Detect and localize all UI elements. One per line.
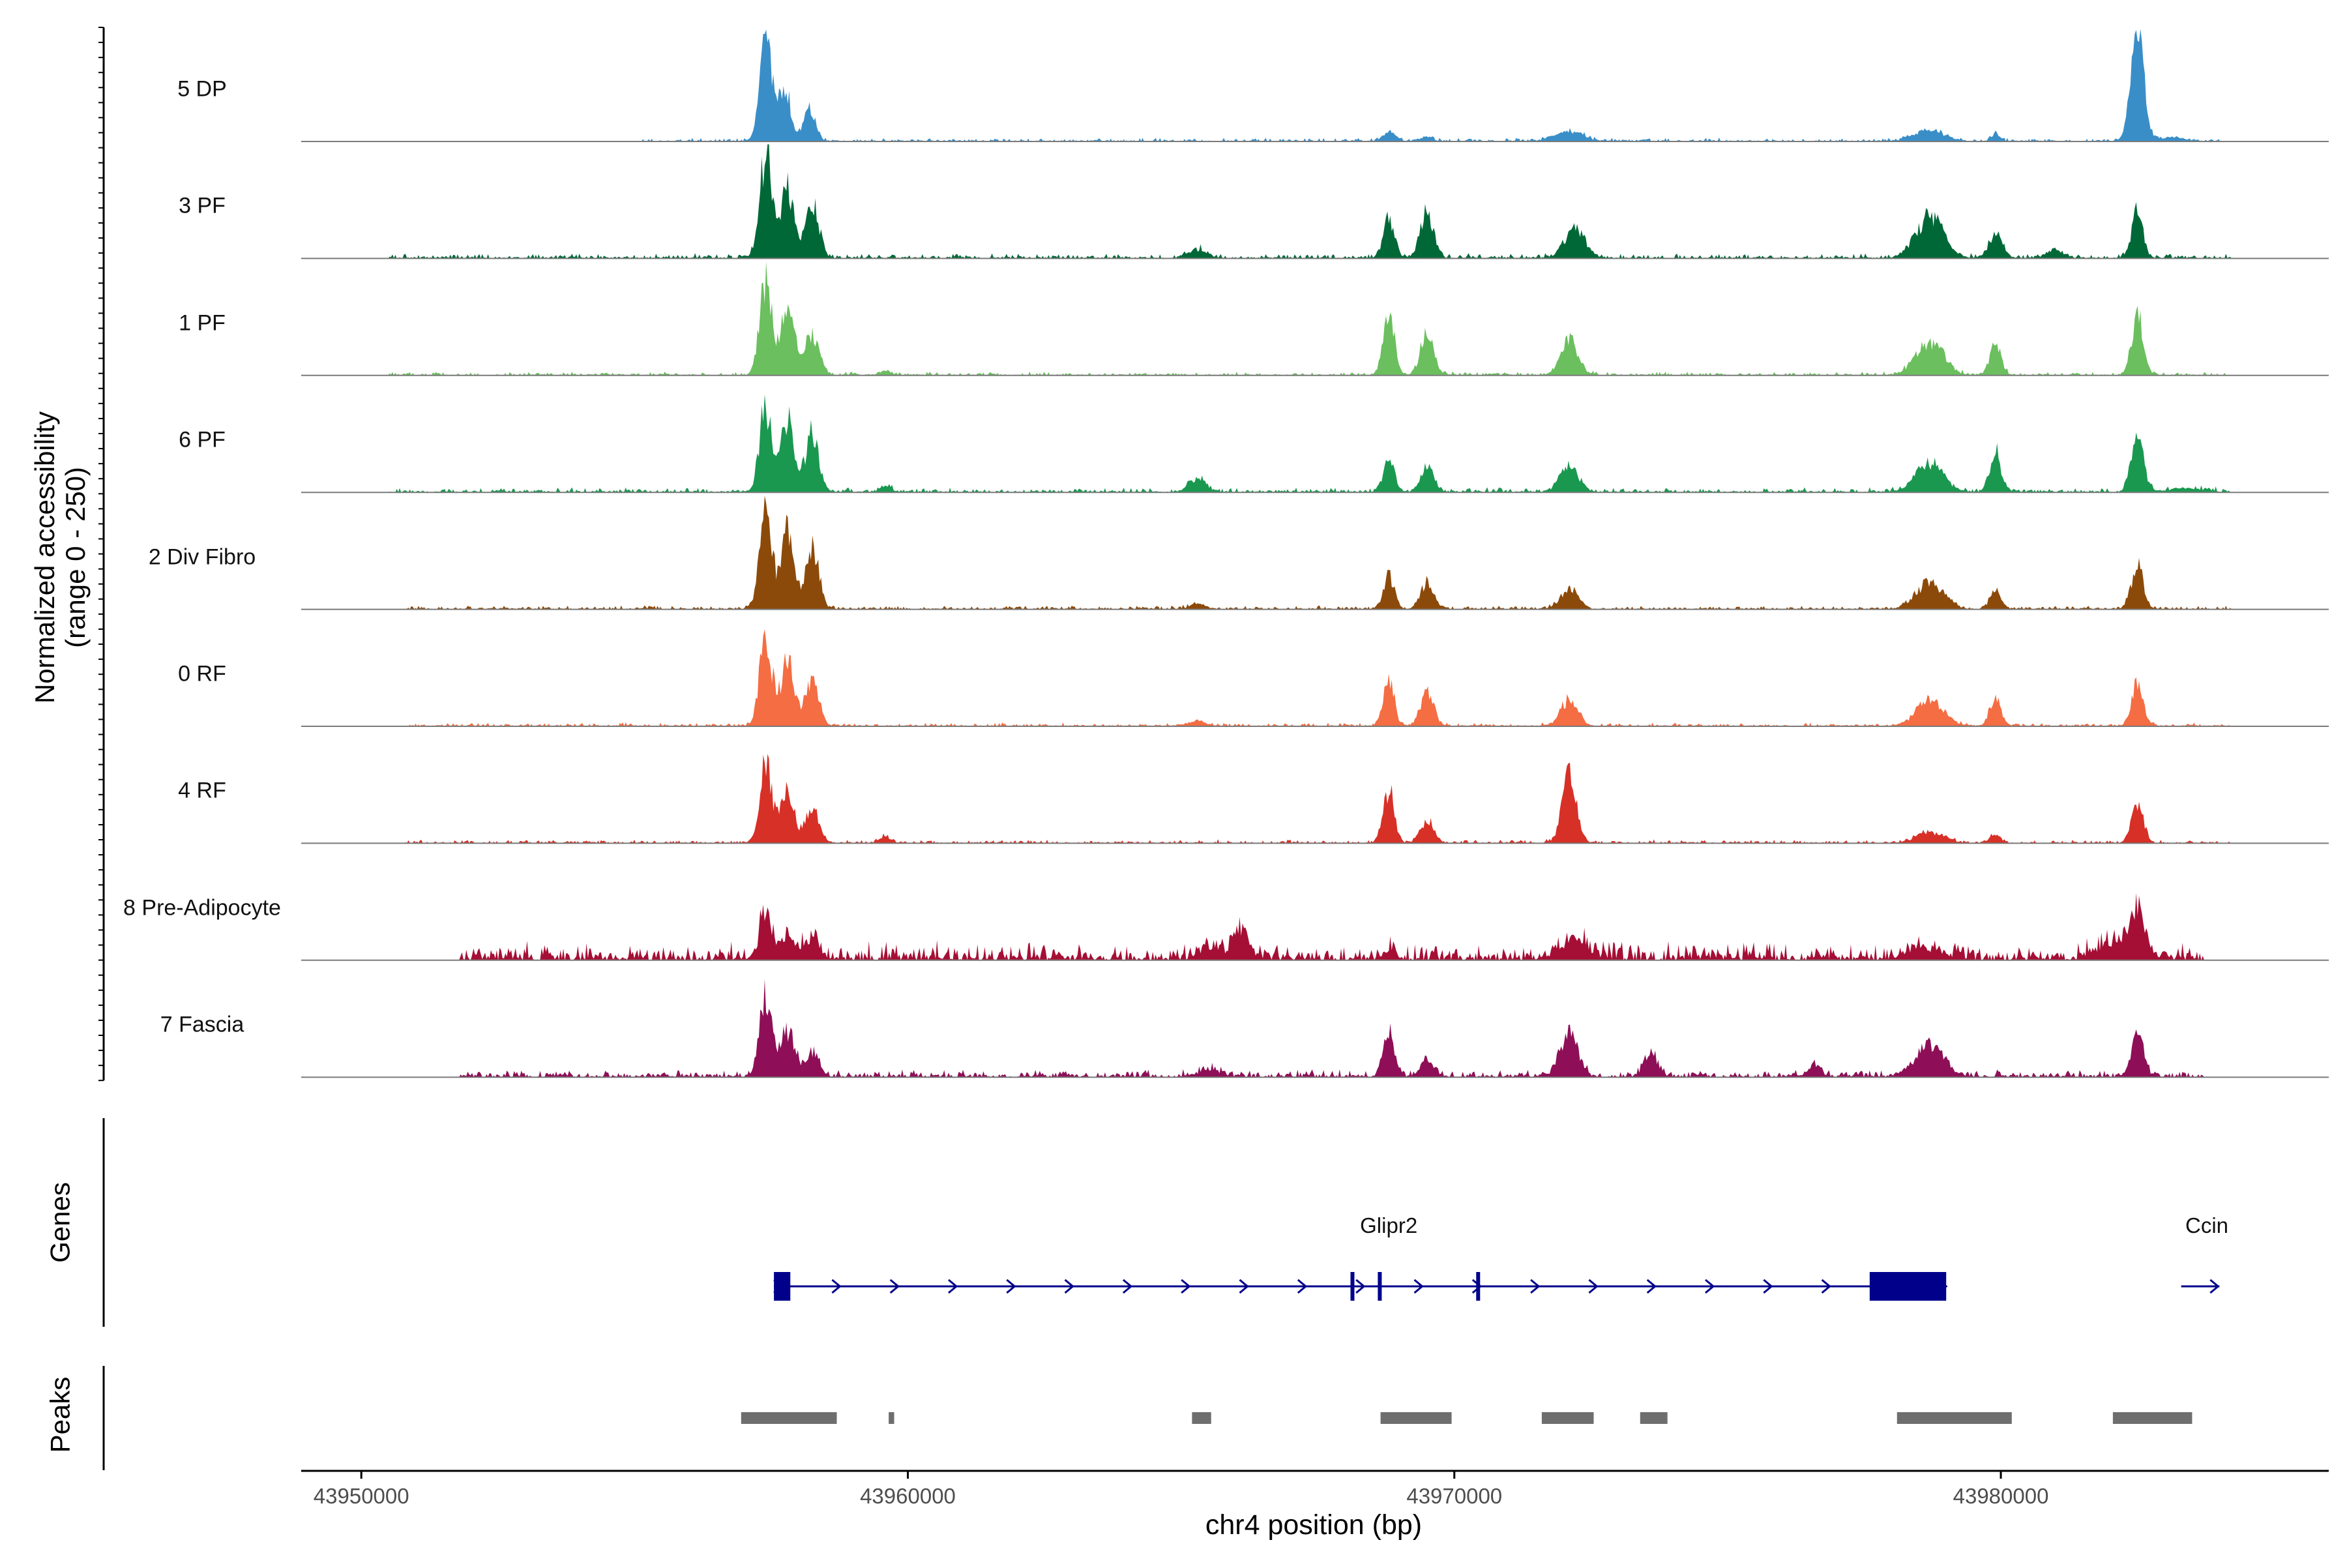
track-label-5: 0 RF (178, 661, 226, 687)
y-axis-label-line1: Normalized accessibility (29, 411, 60, 704)
gene-strand-arrow (948, 1279, 958, 1294)
peak-region-0 (741, 1412, 837, 1424)
peaks-track-label: Peaks (44, 1376, 76, 1453)
peak-region-5 (1640, 1412, 1668, 1424)
coverage-area-2 (301, 261, 2329, 376)
x-tick-label-3: 43980000 (1953, 1484, 2049, 1508)
gene-strand-arrow (831, 1279, 842, 1294)
coverage-area-8 (301, 979, 2329, 1078)
y-axis-label: Normalized accessibility (range 0 - 250) (29, 411, 91, 703)
peak-region-7 (2112, 1412, 2192, 1424)
gene-exon-Glipr2-0 (774, 1272, 791, 1301)
coverage-area-7 (301, 893, 2329, 960)
gene-strand-arrow (2209, 1279, 2220, 1294)
coverage-area-0 (301, 29, 2329, 141)
x-axis-label: chr4 position (bp) (1205, 1509, 1423, 1541)
track-label-0: 5 DP (177, 76, 227, 102)
y-axis-label-line2: (range 0 - 250) (60, 467, 91, 648)
coverage-area-1 (301, 144, 2329, 259)
gene-strand-arrow (1705, 1279, 1715, 1294)
gene-exon-Glipr2-2 (1378, 1272, 1382, 1301)
gene-strand-arrow (1064, 1279, 1074, 1294)
genes-track-label: Genes (44, 1182, 76, 1263)
x-tick-label-0: 43950000 (313, 1484, 409, 1508)
x-tick-label-2: 43970000 (1406, 1484, 1503, 1508)
coverage-area-6 (301, 754, 2329, 844)
gene-strand-arrow (1646, 1279, 1657, 1294)
gene-strand-arrow (1821, 1279, 1831, 1294)
track-label-3: 6 PF (179, 427, 226, 452)
x-tick-label-1: 43960000 (860, 1484, 956, 1508)
gene-exon-Glipr2-1 (1350, 1272, 1355, 1301)
gene-strand-arrow (1239, 1279, 1249, 1294)
gene-strand-arrow (1471, 1279, 1483, 1294)
track-label-2: 1 PF (179, 310, 226, 336)
peak-region-3 (1380, 1412, 1452, 1424)
coverage-area-3 (301, 394, 2329, 493)
coverage-area-4 (301, 496, 2329, 610)
peak-region-1 (889, 1412, 894, 1424)
gene-exon-Glipr2-4 (1869, 1272, 1947, 1301)
gene-strand-arrow (1413, 1279, 1424, 1294)
gene-strand-arrow (1355, 1279, 1366, 1294)
gene-strand-arrow (1181, 1279, 1191, 1294)
track-label-6: 4 RF (178, 778, 226, 803)
gene-strand-arrow (1588, 1279, 1599, 1294)
gene-name-Ccin: Ccin (2185, 1213, 2229, 1237)
gene-exon-Glipr2-3 (1476, 1272, 1481, 1301)
gene-strand-arrow (1297, 1279, 1308, 1294)
gene-name-Glipr2: Glipr2 (1360, 1213, 1418, 1237)
gene-strand-arrow (1763, 1279, 1773, 1294)
track-label-4: 2 Div Fibro (148, 544, 256, 570)
coverage-area-5 (301, 629, 2329, 726)
track-label-7: 8 Pre-Adipocyte (123, 895, 281, 921)
peak-region-4 (1541, 1412, 1594, 1424)
track-label-1: 3 PF (179, 193, 226, 218)
peak-region-6 (1897, 1412, 2012, 1424)
gene-strand-arrow (1530, 1279, 1541, 1294)
track-label-8: 7 Fascia (160, 1012, 244, 1037)
gene-strand-arrow (1006, 1279, 1016, 1294)
gene-strand-arrow (889, 1279, 900, 1294)
peak-region-2 (1192, 1412, 1211, 1424)
gene-strand-arrow (1122, 1279, 1133, 1294)
